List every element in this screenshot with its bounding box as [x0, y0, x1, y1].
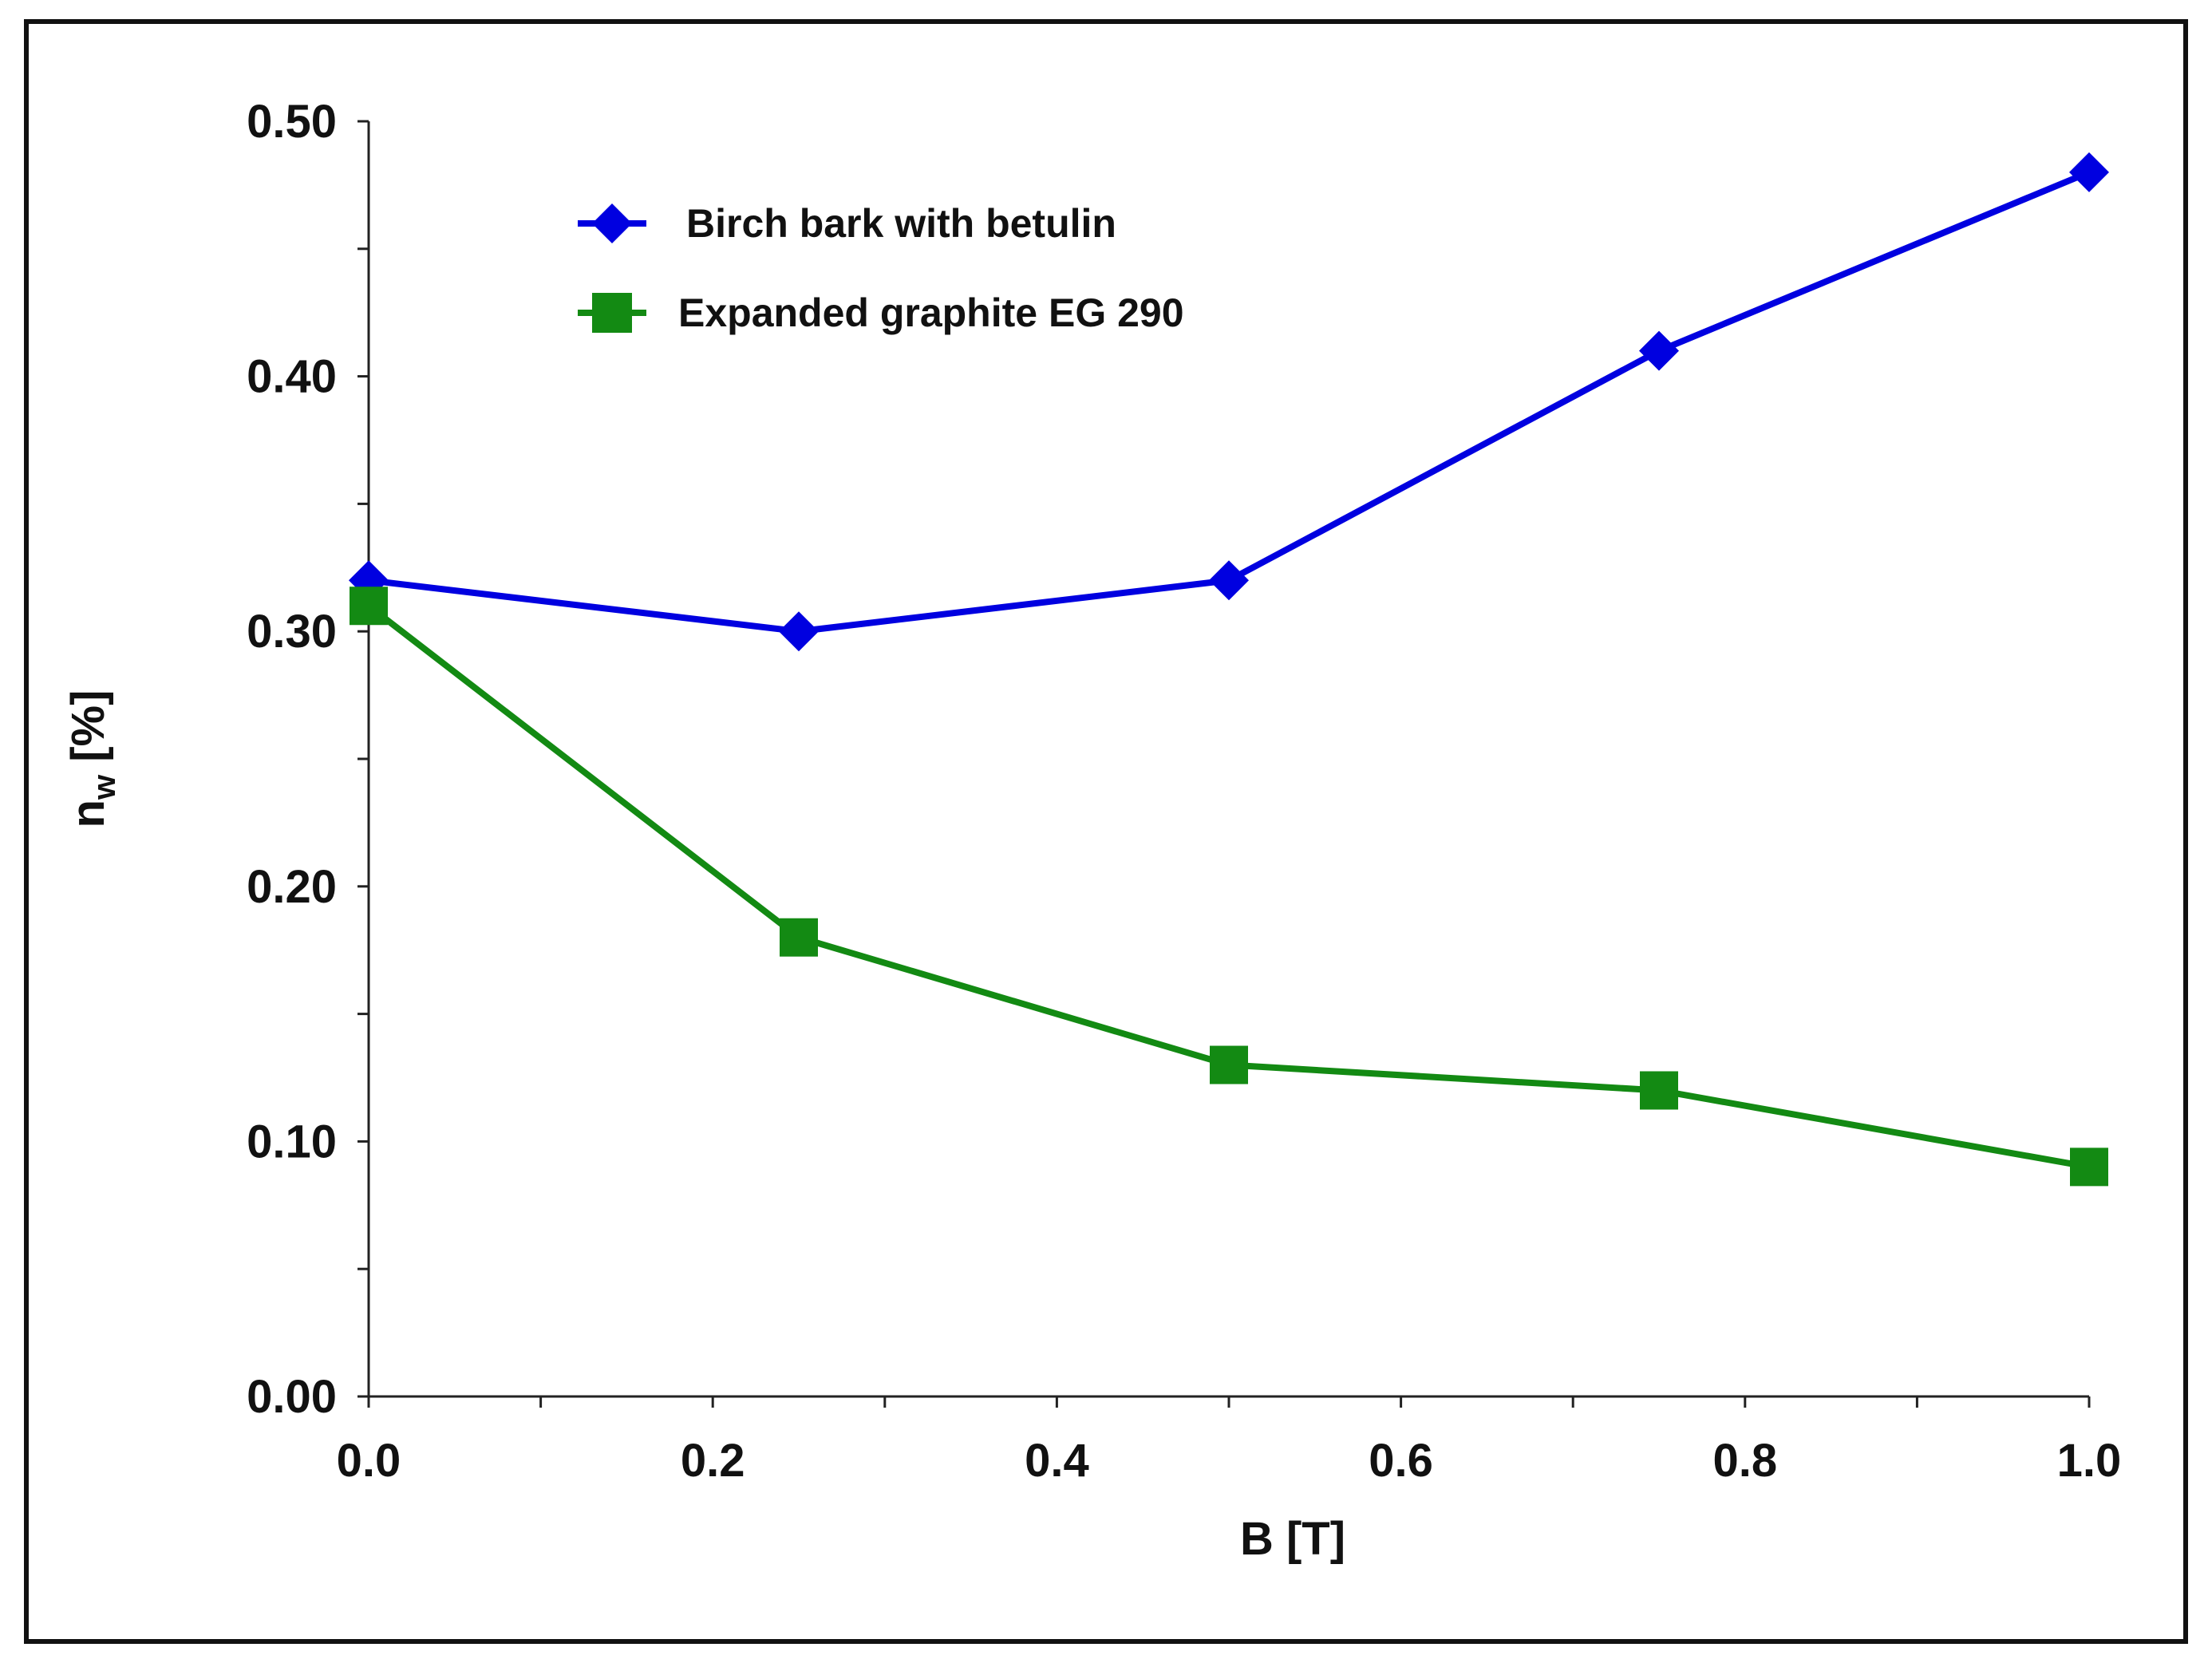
legend-label-expanded-graphite: Expanded graphite EG 290 — [678, 290, 1184, 335]
y-axis-ticks: 0.00 0.10 0.20 0.30 0.40 0.50 — [247, 96, 369, 1423]
data-point-square — [2070, 1148, 2108, 1187]
x-tick-label: 0.6 — [1369, 1435, 1433, 1487]
series-layer — [349, 152, 2109, 1187]
y-axis-title: nw [%] — [62, 690, 122, 828]
y-tick-label: 0.50 — [247, 96, 337, 148]
y-axis-title-unit: [%] — [62, 690, 114, 775]
x-tick-label: 1.0 — [2057, 1435, 2122, 1487]
y-tick-label: 0.20 — [247, 861, 337, 913]
y-tick-label: 0.10 — [247, 1116, 337, 1167]
y-axis-title-main: n — [62, 800, 114, 828]
data-point-diamond — [1209, 560, 1249, 601]
x-tick-label: 0.0 — [337, 1435, 401, 1487]
x-tick-label: 0.4 — [1025, 1435, 1089, 1487]
data-point-square — [1210, 1045, 1248, 1084]
chart-frame — [24, 19, 2188, 1644]
series-expanded-graphite-eg-290 — [350, 587, 2108, 1187]
x-axis-ticks: 0.0 0.2 0.4 0.6 0.8 1.0 — [337, 1396, 2122, 1487]
legend-item-expanded-graphite: Expanded graphite EG 290 — [578, 290, 1184, 335]
legend-marker-diamond — [592, 203, 632, 243]
legend-marker-square — [592, 293, 632, 333]
data-point-diamond — [779, 611, 819, 652]
legend-item-birch-bark: Birch bark with betulin — [578, 201, 1116, 246]
x-tick-label: 0.2 — [681, 1435, 745, 1487]
legend: Birch bark with betulin Expanded graphit… — [578, 201, 1184, 335]
y-tick-label: 0.30 — [247, 606, 337, 658]
y-axis-title-subscript: w — [87, 774, 122, 800]
data-point-diamond — [1639, 330, 1679, 371]
data-point-diamond — [2069, 152, 2109, 192]
data-point-square — [350, 587, 388, 626]
x-axis-title: B [T] — [1240, 1513, 1345, 1565]
y-tick-label: 0.40 — [247, 351, 337, 403]
legend-label-birch-bark: Birch bark with betulin — [686, 201, 1116, 246]
data-point-square — [780, 918, 818, 957]
x-tick-label: 0.8 — [1712, 1435, 1777, 1487]
data-point-square — [1640, 1071, 1678, 1110]
y-tick-label: 0.00 — [247, 1371, 337, 1423]
